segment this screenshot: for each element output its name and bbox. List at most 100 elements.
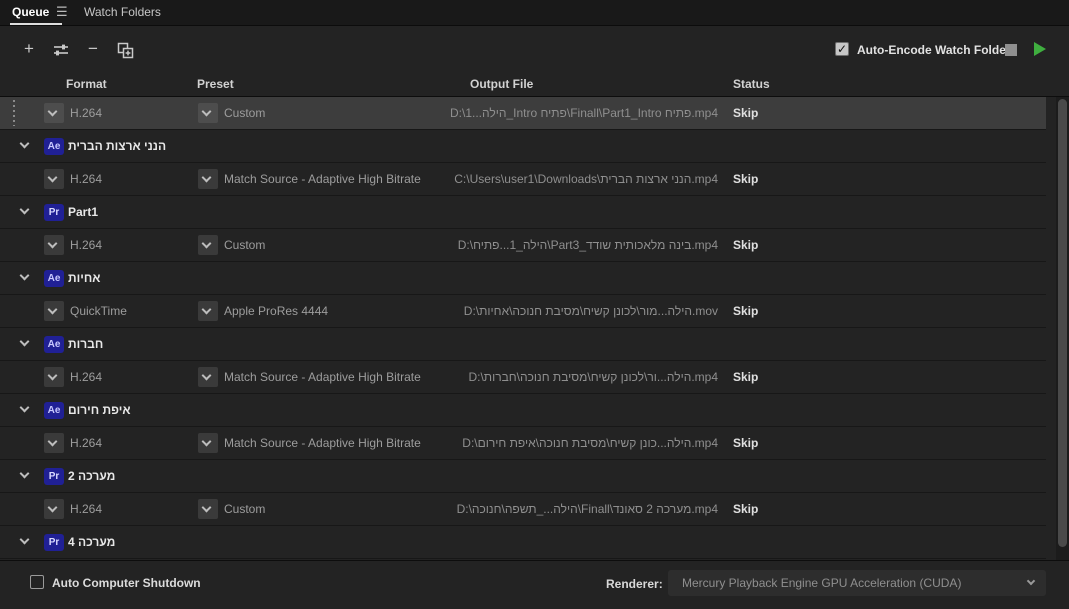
add-source-button[interactable]: + bbox=[24, 39, 34, 58]
preset-dropdown-button[interactable] bbox=[198, 235, 218, 255]
queue-output-row[interactable]: H.264 Match Source - Adaptive High Bitra… bbox=[0, 163, 1046, 196]
chevron-down-icon bbox=[201, 106, 212, 117]
column-header-row: Format Preset Output File Status bbox=[0, 73, 1069, 97]
status-value[interactable]: Skip bbox=[733, 172, 759, 186]
status-value[interactable]: Skip bbox=[733, 370, 759, 384]
queue-group-row[interactable]: Ae איפת חירום bbox=[0, 394, 1046, 427]
chevron-down-icon bbox=[47, 172, 58, 183]
format-dropdown-button[interactable] bbox=[44, 499, 64, 519]
output-file-link[interactable]: D:\הילה..._תשפה\חנוכה\Finall\מערכה 2 סאו… bbox=[456, 502, 718, 516]
format-dropdown-button[interactable] bbox=[44, 103, 64, 123]
chevron-down-icon bbox=[47, 106, 58, 117]
active-tab-underline bbox=[10, 23, 62, 25]
format-dropdown-button[interactable] bbox=[44, 301, 64, 321]
output-file-link[interactable]: C:\Users\user1\Downloads\הנני ארצות הברי… bbox=[454, 172, 718, 186]
preset-dropdown-button[interactable] bbox=[198, 103, 218, 123]
format-value[interactable]: H.264 bbox=[70, 106, 103, 120]
auto-shutdown-label: Auto Computer Shutdown bbox=[52, 576, 201, 590]
collapse-chevron-icon[interactable] bbox=[19, 402, 30, 413]
preset-dropdown-button[interactable] bbox=[198, 367, 218, 387]
queue-output-row[interactable]: H.264 Custom D:\הילה..._תשפה\חנוכה\Final… bbox=[0, 493, 1046, 526]
format-value[interactable]: H.264 bbox=[70, 436, 103, 450]
preset-dropdown-button[interactable] bbox=[198, 433, 218, 453]
queue-output-row[interactable]: QuickTime Apple ProRes 4444 D:\הילה...מו… bbox=[0, 295, 1046, 328]
preset-value[interactable]: Apple ProRes 4444 bbox=[224, 304, 329, 318]
format-dropdown-button[interactable] bbox=[44, 235, 64, 255]
chevron-down-icon bbox=[1026, 576, 1036, 586]
preset-dropdown-button[interactable] bbox=[198, 169, 218, 189]
preset-value[interactable]: Custom bbox=[224, 106, 266, 120]
status-value[interactable]: Skip bbox=[733, 106, 759, 120]
status-value[interactable]: Skip bbox=[733, 502, 759, 516]
format-value[interactable]: H.264 bbox=[70, 502, 103, 516]
format-value[interactable]: H.264 bbox=[70, 238, 103, 252]
queue-group-row[interactable]: Ae אחיות bbox=[0, 262, 1046, 295]
preset-dropdown-button[interactable] bbox=[198, 301, 218, 321]
status-value[interactable]: Skip bbox=[733, 436, 759, 450]
column-header-status: Status bbox=[733, 77, 770, 91]
output-file-link[interactable]: D:\הילה_1...פתיח\Part3_בינה מלאכותית שוד… bbox=[457, 238, 718, 252]
queue-output-row[interactable]: H.264 Custom D:\1...הילה_Intro פתיח\Fina… bbox=[0, 97, 1046, 130]
stop-queue-button[interactable] bbox=[1005, 44, 1017, 56]
output-file-link[interactable]: D:\הילה...כונן קשיח\מסיבת חנוכה\איפת חיר… bbox=[462, 436, 718, 450]
collapse-chevron-icon[interactable] bbox=[19, 534, 30, 545]
queue-group-row[interactable]: Ae הנני ארצות הברית bbox=[0, 130, 1046, 163]
collapse-chevron-icon[interactable] bbox=[19, 270, 30, 281]
tab-watch-folders[interactable]: Watch Folders bbox=[84, 5, 161, 19]
panel-menu-icon[interactable]: ☰ bbox=[56, 4, 68, 19]
format-dropdown-button[interactable] bbox=[44, 169, 64, 189]
format-value[interactable]: QuickTime bbox=[70, 304, 127, 318]
chevron-down-icon bbox=[201, 238, 212, 249]
format-dropdown-button[interactable] bbox=[44, 367, 64, 387]
preset-value[interactable]: Custom bbox=[224, 502, 266, 516]
preset-dropdown-button[interactable] bbox=[198, 499, 218, 519]
chevron-down-icon bbox=[201, 304, 212, 315]
remove-button[interactable]: − bbox=[88, 39, 98, 58]
group-title: אחיות bbox=[68, 271, 101, 285]
chevron-down-icon bbox=[47, 238, 58, 249]
format-dropdown-button[interactable] bbox=[44, 433, 64, 453]
queue-output-row[interactable]: H.264 Custom D:\הילה_1...פתיח\Part3_בינה… bbox=[0, 229, 1046, 262]
start-queue-button[interactable] bbox=[1034, 42, 1046, 56]
duplicate-button[interactable] bbox=[114, 39, 136, 61]
format-value[interactable]: H.264 bbox=[70, 172, 103, 186]
output-file-link[interactable]: D:\1...הילה_Intro פתיח\Finall\Part1_Intr… bbox=[449, 106, 718, 120]
tab-bar: Queue ☰ Watch Folders bbox=[0, 0, 1069, 26]
preset-value[interactable]: Match Source - Adaptive High Bitrate bbox=[224, 172, 421, 186]
renderer-dropdown[interactable]: Mercury Playback Engine GPU Acceleration… bbox=[668, 570, 1046, 596]
collapse-chevron-icon[interactable] bbox=[19, 204, 30, 215]
preset-sliders-button[interactable] bbox=[50, 39, 72, 61]
premiere-badge: Pr bbox=[44, 534, 64, 551]
auto-shutdown-checkbox[interactable] bbox=[30, 575, 44, 589]
queue-group-row[interactable]: Pr Part1 bbox=[0, 196, 1046, 229]
queue-group-row[interactable]: Ae חברות bbox=[0, 328, 1046, 361]
preset-value[interactable]: Match Source - Adaptive High Bitrate bbox=[224, 436, 421, 450]
premiere-badge: Pr bbox=[44, 468, 64, 485]
column-header-output-file: Output File bbox=[470, 77, 534, 91]
queue-group-row[interactable]: Pr מערכה 4 bbox=[0, 526, 1046, 559]
scrollbar-track[interactable] bbox=[1056, 97, 1069, 560]
output-file-link[interactable]: D:\הילה...ור\לכונן קשיח\מסיבת חנוכה\חברו… bbox=[468, 370, 718, 384]
status-value[interactable]: Skip bbox=[733, 304, 759, 318]
queue-output-row[interactable]: H.264 Match Source - Adaptive High Bitra… bbox=[0, 361, 1046, 394]
status-value[interactable]: Skip bbox=[733, 238, 759, 252]
tab-queue[interactable]: Queue bbox=[12, 5, 50, 19]
scrollbar-thumb[interactable] bbox=[1058, 99, 1067, 547]
after-effects-badge: Ae bbox=[44, 138, 64, 155]
collapse-chevron-icon[interactable] bbox=[19, 336, 30, 347]
queue-output-row[interactable]: H.264 Match Source - Adaptive High Bitra… bbox=[0, 427, 1046, 460]
format-value[interactable]: H.264 bbox=[70, 370, 103, 384]
queue-group-row[interactable]: Pr מערכה 2 bbox=[0, 460, 1046, 493]
collapse-chevron-icon[interactable] bbox=[19, 468, 30, 479]
chevron-down-icon bbox=[47, 304, 58, 315]
auto-encode-checkbox[interactable]: ✓ bbox=[835, 42, 849, 56]
chevron-down-icon bbox=[47, 370, 58, 381]
chevron-down-icon bbox=[201, 172, 212, 183]
premiere-badge: Pr bbox=[44, 204, 64, 221]
group-title: Part1 bbox=[68, 205, 99, 219]
preset-value[interactable]: Custom bbox=[224, 238, 266, 252]
preset-value[interactable]: Match Source - Adaptive High Bitrate bbox=[224, 370, 421, 384]
output-file-link[interactable]: D:\הילה...מור\לכונן קשיח\מסיבת חנוכה\אחי… bbox=[463, 304, 718, 318]
collapse-chevron-icon[interactable] bbox=[19, 138, 30, 149]
